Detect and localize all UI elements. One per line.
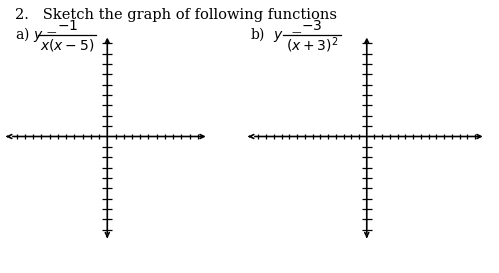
Text: 2.   Sketch the graph of following functions: 2. Sketch the graph of following functio… bbox=[15, 8, 337, 22]
Text: $-1$: $-1$ bbox=[57, 19, 78, 33]
Text: $x(x-5)$: $x(x-5)$ bbox=[40, 37, 94, 53]
Text: $-3$: $-3$ bbox=[301, 19, 322, 33]
Text: b)  $y$  =: b) $y$ = bbox=[250, 25, 302, 44]
Text: a) $y$ =: a) $y$ = bbox=[15, 25, 58, 44]
Text: $(x+3)^{2}$: $(x+3)^{2}$ bbox=[286, 35, 338, 55]
